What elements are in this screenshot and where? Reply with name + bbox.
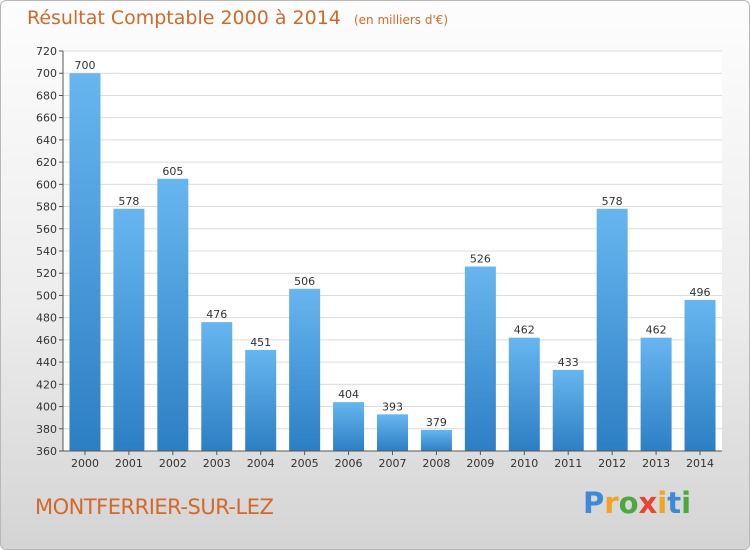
x-tick-label-2007: 2007 [379,457,407,470]
bar-2007 [377,414,408,451]
bar-2011 [552,369,584,451]
y-tick-label: 560 [36,223,57,236]
bar-2009 [464,266,496,451]
bar-2008 [420,429,452,451]
y-tick-label: 440 [36,356,57,369]
bar-2003 [201,322,233,451]
value-label-2002: 605 [162,165,183,178]
value-label-2007: 393 [382,400,403,413]
logo-letter: P [583,486,605,520]
value-label-2004: 451 [250,336,271,349]
x-tick-label-2008: 2008 [422,457,450,470]
bar-2000 [69,73,101,451]
logo-letter: x [638,486,658,520]
logo-letter: i [681,486,692,520]
logo-letter: t [667,486,682,520]
value-label-2001: 578 [118,195,139,208]
value-label-2006: 404 [338,388,359,401]
value-label-2010: 462 [514,324,535,337]
x-tick-label-2004: 2004 [247,457,275,470]
y-tick-label: 660 [36,112,57,125]
value-label-2012: 578 [602,195,623,208]
x-tick-label-2002: 2002 [159,457,187,470]
y-tick-label: 360 [36,445,57,458]
x-tick-label-2012: 2012 [598,457,626,470]
y-tick-label: 400 [36,401,57,414]
bar-2001 [113,208,145,451]
y-tick-label: 720 [36,45,57,58]
x-tick-label-2009: 2009 [466,457,494,470]
y-tick-label: 520 [36,267,57,280]
bar-2012 [596,208,628,451]
value-label-2008: 379 [426,416,447,429]
chart-subtitle: (en milliers d'€) [353,13,449,27]
logo-letter: i [657,486,668,520]
value-label-2000: 700 [74,59,95,72]
y-tick-label: 380 [36,423,57,436]
value-label-2014: 496 [690,286,711,299]
bar-2002 [157,178,189,451]
x-tick-label-2013: 2013 [642,457,670,470]
bar-2006 [333,402,365,451]
y-tick-label: 620 [36,156,57,169]
chart-title: Résultat Comptable 2000 à 2014 [27,7,341,29]
bar-2010 [508,337,540,451]
bar-2013 [640,337,672,451]
bar-2004 [245,349,277,451]
x-tick-label-2003: 2003 [203,457,231,470]
logo-letter: r [604,486,619,520]
x-tick-label-2005: 2005 [291,457,319,470]
x-tick-label-2006: 2006 [335,457,363,470]
value-label-2003: 476 [206,308,227,321]
value-label-2011: 433 [558,356,579,369]
y-tick-label: 420 [36,378,57,391]
x-tick-label-2011: 2011 [554,457,582,470]
y-tick-label: 700 [36,67,57,80]
value-label-2009: 526 [470,253,491,266]
commune-name: MONTFERRIER-SUR-LEZ [35,495,274,519]
y-tick-label: 680 [36,89,57,102]
x-tick-label-2001: 2001 [115,457,143,470]
x-tick-label-2010: 2010 [510,457,538,470]
logo-letter: o [618,486,639,520]
y-tick-label: 540 [36,245,57,258]
y-tick-label: 600 [36,178,57,191]
y-tick-label: 640 [36,134,57,147]
y-tick-label: 480 [36,312,57,325]
y-tick-label: 460 [36,334,57,347]
y-tick-label: 500 [36,289,57,302]
x-tick-label-2014: 2014 [686,457,714,470]
value-label-2013: 462 [646,324,667,337]
bar-2005 [289,288,321,451]
x-tick-label-2000: 2000 [71,457,99,470]
value-label-2005: 506 [294,275,315,288]
y-tick-label: 580 [36,201,57,214]
title-row: Résultat Comptable 2000 à 2014 (en milli… [27,7,448,29]
bar-2014 [684,299,716,451]
proxiti-logo: Proxiti [583,486,691,520]
